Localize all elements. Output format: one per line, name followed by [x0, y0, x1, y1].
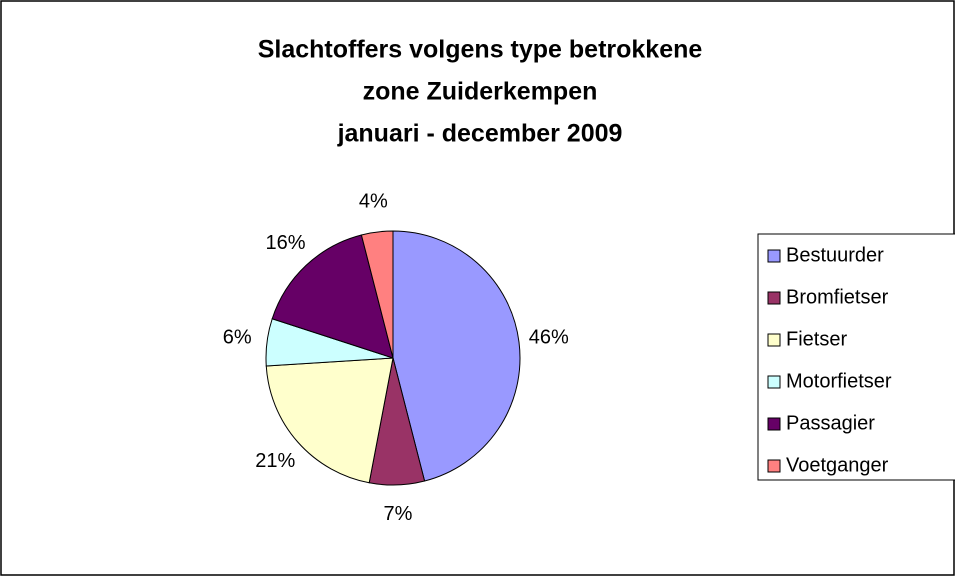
data-label: 7% — [383, 503, 412, 525]
data-label: 21% — [255, 450, 295, 472]
legend-label: Fietser — [786, 328, 847, 350]
legend-box — [757, 233, 955, 481]
chart-title: zone Zuiderkempen — [363, 78, 598, 106]
data-label: 6% — [223, 327, 252, 349]
legend-swatch — [767, 375, 781, 389]
pie-slice — [265, 357, 394, 484]
legend-label: Voetganger — [786, 454, 889, 476]
legend-swatch — [767, 417, 781, 431]
data-label: 16% — [266, 232, 306, 254]
chart-title: Slachtoffers volgens type betrokkene — [258, 36, 703, 64]
legend-label: Motorfietser — [786, 370, 892, 392]
chart-title: januari - december 2009 — [337, 120, 623, 148]
data-label: 46% — [529, 327, 569, 349]
pie-slice — [392, 230, 521, 482]
pie-slice — [360, 230, 394, 359]
legend-label: Passagier — [786, 412, 875, 434]
legend-swatch — [767, 459, 781, 473]
pie-slice — [271, 234, 394, 359]
legend-swatch — [767, 291, 781, 305]
legend-swatch — [767, 333, 781, 347]
legend-swatch — [767, 249, 781, 263]
legend-label: Bromfietser — [786, 286, 889, 308]
legend-label: Bestuurder — [786, 244, 884, 266]
data-label: 4% — [359, 191, 388, 213]
